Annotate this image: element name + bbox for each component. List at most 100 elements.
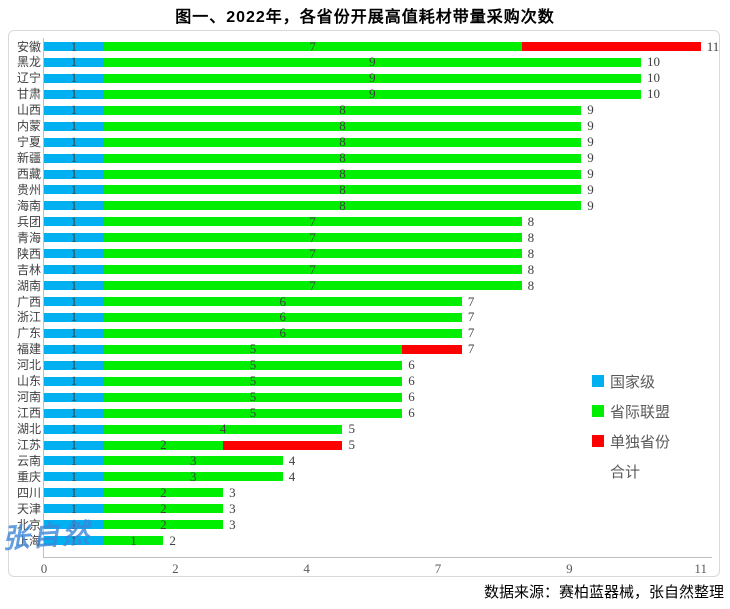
- y-axis-label: 湖南: [16, 278, 41, 293]
- y-axis-label: 浙江: [16, 310, 41, 325]
- bar-total-label: 2: [169, 532, 176, 548]
- legend-item: 合计: [592, 456, 670, 486]
- bar-segment-国家级: [44, 201, 104, 211]
- y-axis-label: 山西: [16, 103, 41, 118]
- x-tick-label: 4: [303, 561, 310, 576]
- bar-segment-国家级: [44, 42, 104, 51]
- bar-value-label: 3: [189, 452, 197, 468]
- y-axis-label: 重庆: [16, 469, 41, 484]
- chart-title: 图一、2022年，各省份开展高值耗材带量采购次数: [175, 9, 555, 26]
- bar-value-label: 5: [249, 373, 257, 389]
- bar-value-label: 7: [309, 261, 316, 277]
- bar-segment-省际联盟: [103, 536, 164, 546]
- bar-segment-国家级: [44, 57, 104, 67]
- bar-value-label: 5: [249, 405, 257, 421]
- y-axis-label: 青海: [16, 230, 41, 245]
- bar-total-label: 8: [527, 261, 535, 277]
- bar-segment-省际联盟: [103, 392, 403, 402]
- bar-total-label: 6: [408, 373, 415, 389]
- y-axis-label: 河北: [16, 358, 41, 373]
- bar-total-label: 9: [587, 197, 594, 213]
- bar-segment-省际联盟: [103, 520, 224, 530]
- bar-segment-省际联盟: [103, 424, 343, 434]
- legend-swatch-icon: [592, 375, 604, 387]
- bar-segment-国家级: [44, 488, 104, 498]
- bar-value-label: 8: [339, 197, 346, 213]
- y-axis-label: 西藏: [16, 167, 41, 182]
- bar-total-label: 8: [527, 229, 535, 245]
- bar-total-label: 7: [467, 293, 475, 309]
- bar-segment-国家级: [44, 456, 104, 466]
- bar-value-label: 8: [339, 150, 346, 166]
- bar-value-label: 5: [249, 357, 257, 373]
- y-axis-label: 甘肃: [16, 87, 41, 102]
- bar-segment-省际联盟: [103, 376, 403, 386]
- y-axis-label: 福建: [16, 342, 41, 357]
- watermark-signature: 张自然: [1, 517, 94, 555]
- y-axis-label: 上海: [16, 533, 41, 548]
- y-axis-label: 山东: [16, 374, 41, 389]
- bar-value-label: 4: [219, 421, 227, 437]
- y-axis-label: 贵州: [16, 182, 41, 197]
- bar-segment-国家级: [44, 297, 104, 307]
- bar-value-label: 7: [309, 38, 316, 54]
- legend-swatch-icon: [592, 465, 604, 477]
- bar-segment-国家级: [44, 312, 104, 322]
- legend-swatch-icon: [592, 435, 604, 447]
- bar-total-label: 5: [348, 421, 356, 437]
- bar-segment-国家级: [44, 169, 104, 179]
- bar-value-label: 1: [70, 261, 78, 277]
- bar-segment-国家级: [44, 185, 104, 195]
- bar-value-label: 5: [249, 389, 257, 405]
- bar-value-label: 1: [70, 70, 78, 86]
- bar-segment-省际联盟: [103, 73, 641, 83]
- bar-total-label: 9: [587, 102, 594, 118]
- bar-segment-国家级: [44, 472, 104, 482]
- bar-value-label: 1: [70, 468, 78, 484]
- bar-total-label: 11: [706, 38, 720, 54]
- y-axis-label: 海南: [16, 198, 41, 213]
- bar-segment-国家级: [44, 265, 104, 275]
- bar-segment-省际联盟: [103, 42, 522, 51]
- bar-value-label: 1: [70, 118, 78, 134]
- bar-total-label: 8: [527, 277, 535, 293]
- bar-segment-国家级: [44, 360, 104, 370]
- bar-segment-省际联盟: [103, 360, 403, 370]
- bar-total-label: 9: [587, 150, 594, 166]
- bar-value-label: 1: [70, 516, 78, 532]
- bar-segment-省际联盟: [103, 57, 641, 67]
- y-axis-label: 兵团: [16, 214, 41, 229]
- bar-value-label: 9: [369, 54, 376, 70]
- bar-segment-省际联盟: [103, 281, 522, 291]
- bar-segment-省际联盟: [103, 440, 224, 450]
- bar-value-label: 1: [70, 309, 78, 325]
- x-tick-label: 2: [172, 561, 179, 576]
- bar-value-label: 9: [369, 70, 376, 86]
- bar-value-label: 2: [160, 437, 167, 452]
- bar-value-label: 8: [339, 102, 346, 118]
- bar-value-label: 1: [70, 293, 78, 309]
- bar-value-label: 1: [70, 437, 78, 452]
- bar-value-label: 1: [70, 341, 78, 357]
- y-axis-label: 吉林: [16, 262, 41, 277]
- bar-total-label: 9: [587, 181, 594, 197]
- bar-segment-国家级: [44, 233, 104, 243]
- bar-value-label: 1: [70, 102, 78, 118]
- bar-value-label: 6: [279, 293, 287, 309]
- y-axis-label: 陕西: [16, 246, 41, 261]
- bar-segment-省际联盟: [103, 121, 582, 131]
- x-tick-label: 7: [434, 561, 442, 576]
- bar-segment-国家级: [44, 328, 104, 338]
- bar-total-label: 9: [587, 166, 594, 182]
- x-tick-label: 9: [566, 561, 573, 576]
- bar-segment-国家级: [44, 440, 104, 450]
- bar-value-label: 1: [70, 197, 78, 213]
- bar-value-label: 1: [70, 532, 78, 548]
- bar-value-label: 1: [70, 325, 78, 341]
- bar-value-label: 8: [339, 181, 346, 197]
- y-axis-label: 云南: [16, 453, 41, 468]
- bar-value-label: 1: [70, 245, 78, 261]
- bar-segment-单独省份: [223, 440, 343, 450]
- bar-value-label: 1: [70, 181, 78, 197]
- y-axis-label: 新疆: [16, 151, 41, 166]
